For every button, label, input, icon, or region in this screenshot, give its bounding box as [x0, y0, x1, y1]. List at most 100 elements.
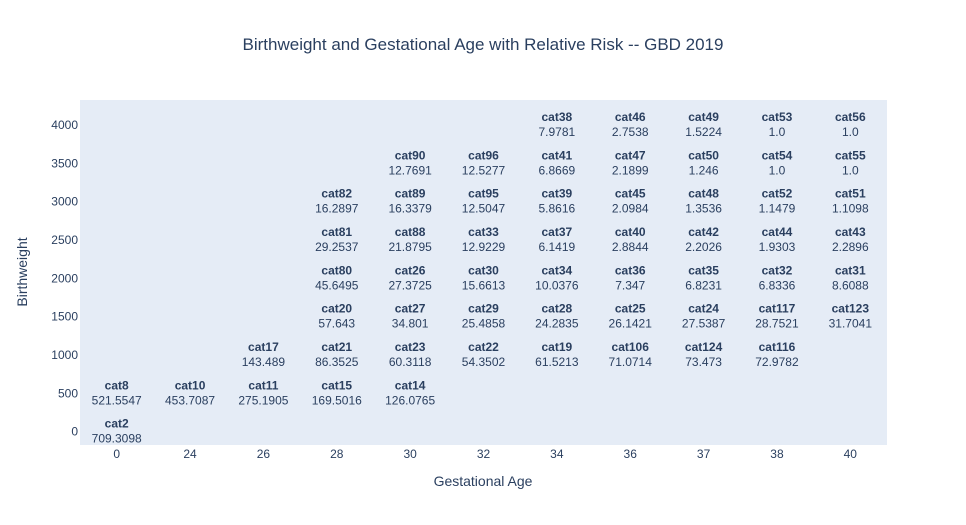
cell-relative-risk-label: 2.1899 — [612, 163, 649, 177]
x-tick-label: 34 — [550, 447, 564, 461]
cell-relative-risk-label: 126.0765 — [385, 393, 435, 407]
x-tick-label: 30 — [403, 447, 417, 461]
x-tick-label: 38 — [770, 447, 784, 461]
cell-category-label: cat53 — [762, 110, 793, 124]
cell-relative-risk-label: 709.3098 — [92, 432, 142, 446]
cell-relative-risk-label: 1.0 — [769, 163, 786, 177]
cell-category-label: cat37 — [542, 225, 573, 239]
x-tick-label: 32 — [477, 447, 491, 461]
cell-category-label: cat23 — [395, 340, 426, 354]
cell-relative-risk-label: 2.0984 — [612, 202, 649, 216]
cell-relative-risk-label: 31.7041 — [829, 317, 873, 331]
cell-category-label: cat45 — [615, 187, 646, 201]
cell-category-label: cat14 — [395, 378, 426, 392]
cell-relative-risk-label: 29.2537 — [315, 240, 359, 254]
cell-category-label: cat39 — [542, 187, 573, 201]
y-tick-label: 3500 — [51, 156, 78, 170]
cell-category-label: cat96 — [468, 148, 499, 162]
cell-relative-risk-label: 2.8844 — [612, 240, 649, 254]
cell-relative-risk-label: 8.6088 — [832, 278, 869, 292]
cell-category-label: cat95 — [468, 187, 499, 201]
x-tick-label: 24 — [183, 447, 197, 461]
cell-category-label: cat19 — [542, 340, 573, 354]
cell-relative-risk-label: 72.9782 — [755, 355, 799, 369]
cell-relative-risk-label: 15.6613 — [462, 278, 506, 292]
cell-category-label: cat42 — [688, 225, 719, 239]
cell-category-label: cat20 — [321, 302, 352, 316]
cell-relative-risk-label: 27.3725 — [388, 278, 432, 292]
cell-relative-risk-label: 25.4858 — [462, 317, 506, 331]
cell-relative-risk-label: 27.5387 — [682, 317, 726, 331]
cell-category-label: cat51 — [835, 187, 866, 201]
cell-category-label: cat55 — [835, 148, 866, 162]
x-tick-label: 40 — [844, 447, 858, 461]
cell-category-label: cat8 — [105, 378, 129, 392]
cell-category-label: cat80 — [321, 263, 352, 277]
y-tick-label: 3000 — [51, 195, 78, 209]
cell-category-label: cat15 — [321, 378, 352, 392]
cell-category-label: cat10 — [175, 378, 206, 392]
cell-category-label: cat116 — [759, 340, 796, 354]
cell-relative-risk-label: 5.8616 — [539, 202, 576, 216]
x-tick-label: 37 — [697, 447, 711, 461]
cell-category-label: cat52 — [762, 187, 793, 201]
cell-category-label: cat47 — [615, 148, 646, 162]
cell-category-label: cat81 — [321, 225, 352, 239]
cell-category-label: cat44 — [762, 225, 793, 239]
y-tick-label: 1500 — [51, 310, 78, 324]
y-tick-label: 4000 — [51, 118, 78, 132]
cell-relative-risk-label: 28.7521 — [755, 317, 799, 331]
y-axis-title: Birthweight — [14, 237, 30, 306]
cell-category-label: cat24 — [688, 302, 719, 316]
cell-category-label: cat117 — [759, 302, 796, 316]
cell-relative-risk-label: 143.489 — [242, 355, 286, 369]
cell-relative-risk-label: 60.3118 — [389, 355, 432, 369]
cell-relative-risk-label: 7.347 — [615, 278, 645, 292]
x-axis-ticks: 0 24 26 28 30 32 34 36 37 38 40 — [113, 447, 857, 461]
cell-relative-risk-label: 1.0 — [842, 125, 859, 139]
cell-category-label: cat106 — [612, 340, 650, 354]
cell-category-label: cat31 — [835, 263, 866, 277]
cell-relative-risk-label: 61.5213 — [535, 355, 579, 369]
cell-category-label: cat54 — [762, 148, 793, 162]
cell-relative-risk-label: 7.9781 — [539, 125, 576, 139]
cell-relative-risk-label: 12.5277 — [462, 163, 506, 177]
cell-category-label: cat38 — [542, 110, 573, 124]
cell-category-label: cat33 — [468, 225, 499, 239]
cell-category-label: cat36 — [615, 263, 646, 277]
cell-category-label: cat28 — [542, 302, 573, 316]
chart-title: Birthweight and Gestational Age with Rel… — [243, 35, 724, 54]
cell-relative-risk-label: 16.3379 — [388, 202, 432, 216]
x-tick-label: 28 — [330, 447, 344, 461]
